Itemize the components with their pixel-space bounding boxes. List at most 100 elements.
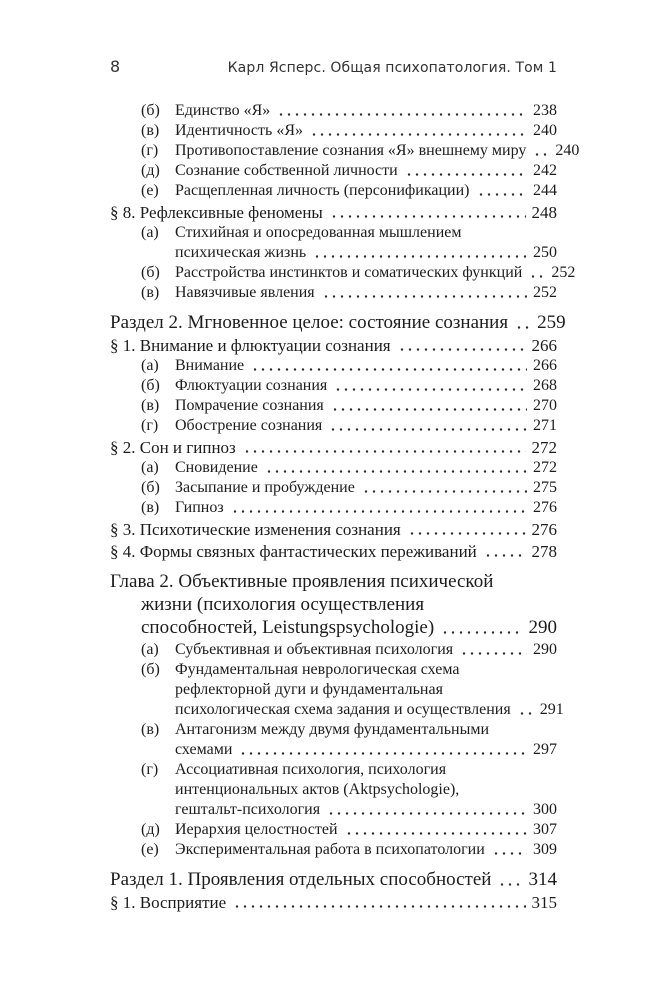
toc-line: жизни (психология осуществления xyxy=(141,593,557,616)
toc-line: Флюктуации сознания 268 xyxy=(175,376,557,396)
entry-lines: Иерархия целостностей 307 xyxy=(175,820,557,840)
entry-label: (б) xyxy=(141,661,160,678)
entry-page: 314 xyxy=(528,869,558,890)
toc-entry-section: Глава 2. Объективные проявления психичес… xyxy=(110,570,557,639)
toc-entry-para: § 4. Формы связных фантастических пережи… xyxy=(110,541,557,562)
toc-line: Навязчивые явления 252 xyxy=(175,283,557,303)
toc-entry-sub: (г) Обострение сознания 271 xyxy=(110,416,557,436)
entry-page: 244 xyxy=(533,182,557,199)
entry-page: 290 xyxy=(533,641,557,658)
entry-lines: Обострение сознания 271 xyxy=(175,416,557,436)
page-number: 8 xyxy=(110,57,121,76)
entry-text: интенциональных актов (Aktpsychologie), xyxy=(175,781,460,798)
toc-entry-section: Раздел 2. Мгновенное целое: состояние со… xyxy=(110,311,566,334)
entry-lines: § 2. Сон и гипноз 272 xyxy=(110,437,557,458)
entry-page: 307 xyxy=(533,821,557,838)
toc-entry-sub: (г) Ассоциативная психология, психология… xyxy=(110,760,557,820)
entry-text: Противопоставление сознания «Я» внешнему… xyxy=(175,142,527,159)
toc-line: Антагонизм между двумя фундаментальными xyxy=(175,720,557,740)
dot-leader xyxy=(397,335,526,356)
entry-lines: Фундаментальная неврологическая схема реф… xyxy=(175,660,564,720)
toc-line: Сознание собственной личности 242 xyxy=(175,161,557,181)
entry-page: 271 xyxy=(533,417,557,434)
toc-line: Помрачение сознания 270 xyxy=(175,396,557,416)
dot-leader xyxy=(529,263,546,283)
toc-entry-sub: (б) Засыпание и пробуждение 275 xyxy=(110,478,557,498)
toc-line: Гипноз 276 xyxy=(175,498,557,518)
toc-entry-sub: (б) Единство «Я» 238 xyxy=(110,101,557,121)
entry-text: Сознание собственной личности xyxy=(175,162,398,179)
dot-leader xyxy=(491,840,527,860)
toc-entry-sub: (в) Идентичность «Я» 240 xyxy=(110,121,557,141)
entry-label: (а) xyxy=(141,224,159,241)
dot-leader xyxy=(277,101,527,121)
dot-leader xyxy=(407,519,526,540)
entry-page: 276 xyxy=(531,520,558,539)
entry-text: Стихийная и опосредованная мышлением xyxy=(175,224,462,241)
toc-line: Субъективная и объективная психология 290 xyxy=(175,640,557,660)
entry-lines: § 1. Внимание и флюктуации сознания 266 xyxy=(110,335,557,356)
toc-line: § 4. Формы связных фантастических пережи… xyxy=(110,541,557,562)
dot-leader xyxy=(329,416,527,436)
entry-text: психическая жизнь xyxy=(175,244,307,261)
entry-page: 266 xyxy=(531,336,558,355)
entry-lines: § 4. Формы связных фантастических пережи… xyxy=(110,541,557,562)
toc-entry-sub: (а) Стихийная и опосредованная мышлением… xyxy=(110,223,557,263)
entry-lines: Субъективная и объективная психология 290 xyxy=(175,640,557,660)
entry-page: 278 xyxy=(531,542,558,561)
entry-text: Идентичность «Я» xyxy=(175,122,303,139)
toc-entry-sub: (е) Экспериментальная работа в психопато… xyxy=(110,840,557,860)
toc-entry-sub: (в) Помрачение сознания 270 xyxy=(110,396,557,416)
toc-line: Стихийная и опосредованная мышлением xyxy=(175,223,557,243)
entry-label: (д) xyxy=(141,821,160,838)
dot-leader xyxy=(233,892,526,913)
entry-text: Внимание xyxy=(175,357,245,374)
dot-leader xyxy=(517,700,534,720)
entry-lines: Единство «Я» 238 xyxy=(175,101,557,121)
entry-text: Единство «Я» xyxy=(175,102,271,119)
toc-line: § 3. Психотические изменения сознания 276 xyxy=(110,519,557,540)
dot-leader xyxy=(230,498,527,518)
entry-text: Гипноз xyxy=(175,499,224,516)
entry-label: (б) xyxy=(141,479,160,496)
entry-label: (б) xyxy=(141,377,160,394)
dot-leader xyxy=(309,121,527,141)
dot-leader xyxy=(361,478,527,498)
toc-entry-para: § 3. Психотические изменения сознания 276 xyxy=(110,519,557,540)
toc-line: § 1. Восприятие 315 xyxy=(110,892,557,913)
toc-line: § 1. Внимание и флюктуации сознания 266 xyxy=(110,335,557,356)
toc-line: Раздел 1. Проявления отдельных способнос… xyxy=(110,868,557,891)
entry-text: Субъективная и объективная психология xyxy=(175,641,454,658)
entry-page: 248 xyxy=(531,203,558,222)
dot-leader xyxy=(334,376,527,396)
entry-lines: § 3. Психотические изменения сознания 276 xyxy=(110,519,557,540)
toc-line: Экспериментальная работа в психопатологи… xyxy=(175,840,557,860)
toc-entry-sub: (в) Навязчивые явления 252 xyxy=(110,283,557,303)
entry-text: Обострение сознания xyxy=(175,417,323,434)
toc-line: рефлекторной дуги и фундаментальная xyxy=(175,680,557,700)
toc-line: Раздел 2. Мгновенное целое: состояние со… xyxy=(110,311,566,334)
page-header: 8 Карл Ясперс. Общая психопатология. Том… xyxy=(110,57,557,78)
entry-lines: Идентичность «Я» 240 xyxy=(175,121,557,141)
entry-page: 270 xyxy=(533,397,557,414)
entry-text: Глава 2. Объективные проявления психичес… xyxy=(110,571,494,592)
toc-entry-sub: (б) Расстройства инстинктов и соматическ… xyxy=(110,263,575,283)
entry-page: 240 xyxy=(533,122,557,139)
entry-text: § 3. Психотические изменения сознания xyxy=(110,520,401,539)
entry-page: 290 xyxy=(528,617,558,638)
toc-line: Фундаментальная неврологическая схема xyxy=(175,660,557,680)
toc-entry-para: § 8. Рефлексивные феномены 248 xyxy=(110,202,557,223)
entry-label: (е) xyxy=(141,841,159,858)
entry-label: (а) xyxy=(141,357,159,374)
entry-lines: Внимание 266 xyxy=(175,356,557,376)
entry-page: 266 xyxy=(533,357,557,374)
dot-leader xyxy=(242,437,526,458)
entry-lines: Сознание собственной личности 242 xyxy=(175,161,557,181)
entry-lines: Расстройства инстинктов и соматических ф… xyxy=(175,263,575,283)
entry-text: рефлекторной дуги и фундаментальная xyxy=(175,681,443,698)
entry-label: (д) xyxy=(141,162,160,179)
dot-leader xyxy=(498,868,523,891)
dot-leader xyxy=(441,616,523,639)
toc-line: психологическая схема задания и осуществ… xyxy=(175,700,564,720)
entry-text: Расщепленная личность (персонификации) xyxy=(175,182,470,199)
